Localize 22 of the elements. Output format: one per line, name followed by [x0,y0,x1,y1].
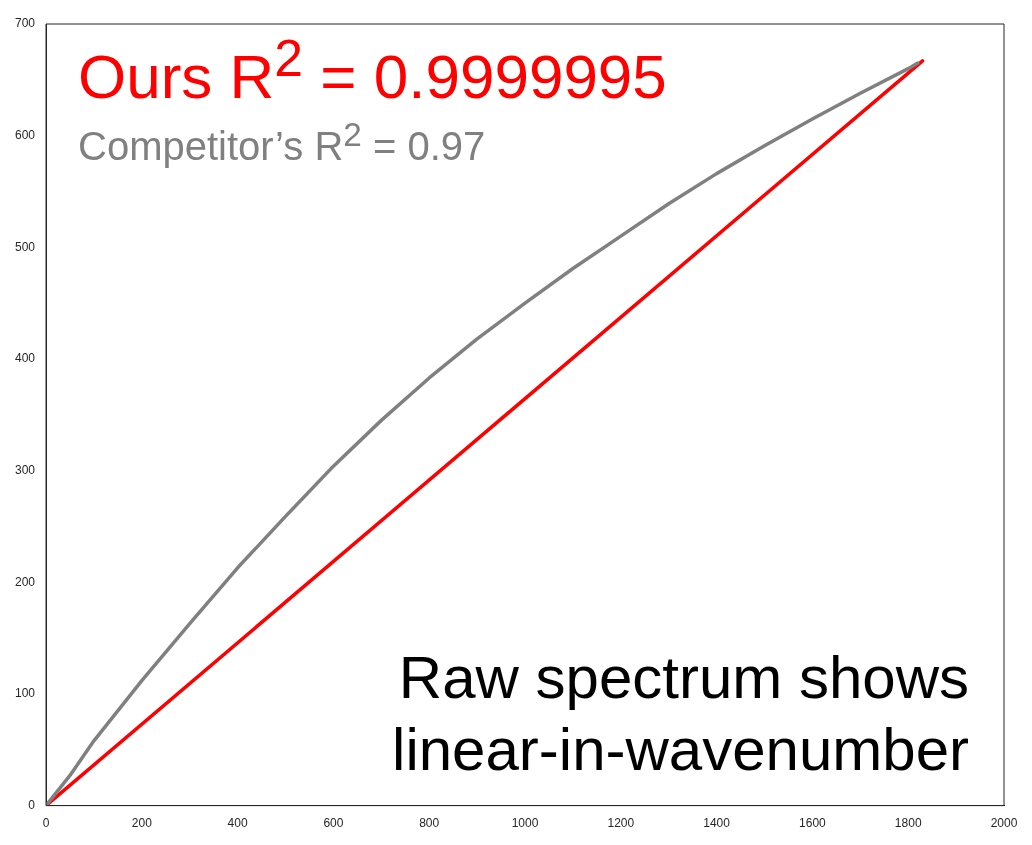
annotation: Raw spectrum shows linear-in-wavenumber [391,643,969,785]
y-tick-label: 600 [14,127,36,142]
text: Ours R$^{2}$ = 0.9999995 [78,29,667,111]
x-tick-label: 2000 [990,816,1018,831]
x-tick-label: 1400 [703,816,731,831]
x-tick-label: 600 [323,816,344,831]
x-tick-label: 0 [42,816,50,831]
x-tick-label: 1200 [607,816,635,831]
text: Competitor’s R$^{2}$ = 0.97 [78,115,487,169]
x-tick-label: 1000 [511,816,539,831]
y-tick-label: 500 [14,239,36,254]
x-tick-label: 1800 [894,816,922,831]
x-tick-label: 200 [131,816,153,831]
y-tick-label: 400 [14,351,36,366]
x-tick-label: 400 [227,816,248,831]
y-tick-label: 700 [14,16,36,31]
x-tick-label: 800 [419,816,440,831]
x-tick-label: 1600 [799,816,827,831]
y-tick-label: 300 [14,462,36,477]
y-tick-label: 0 [28,797,36,812]
y-tick-label: 200 [14,574,36,589]
y-tick-label: 100 [14,686,36,701]
